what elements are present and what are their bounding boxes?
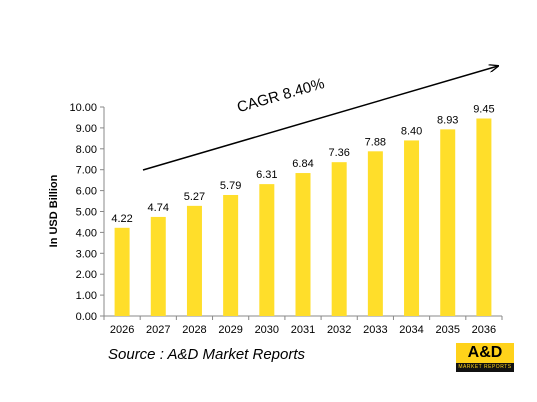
- data-label: 8.40: [401, 125, 422, 137]
- bar: [223, 194, 239, 316]
- x-tick-label: 2033: [363, 324, 387, 336]
- y-tick-label: 3.00: [76, 248, 97, 260]
- x-tick-label: 2031: [291, 324, 315, 336]
- data-label: 6.84: [292, 158, 313, 170]
- chart-axes: 0.00 1.00 2.00 3.00 4.00 5.00 6.00 7.00 8.00 9.00…: [69, 102, 503, 336]
- bar: [440, 129, 456, 316]
- y-axis-label: In USD Billion: [48, 174, 60, 247]
- cagr-arrow: [142, 66, 498, 171]
- bar: [367, 151, 383, 316]
- x-tick-label: 2034: [399, 324, 423, 336]
- bar: [114, 227, 130, 316]
- y-tick-label: 8.00: [76, 144, 97, 156]
- data-label: 5.79: [220, 180, 241, 192]
- data-label: 7.88: [365, 136, 386, 148]
- data-label: 4.74: [148, 202, 169, 214]
- cagr-annotation: CAGR 8.40%: [235, 75, 326, 116]
- company-logo: A&D MARKET REPORTS: [456, 343, 514, 373]
- data-label: 8.93: [437, 114, 458, 126]
- x-tick-label: 2026: [110, 324, 134, 336]
- bar: [186, 205, 202, 316]
- y-tick-label: 1.00: [76, 290, 97, 302]
- logo-main-text: A&D: [456, 343, 514, 363]
- data-label: 9.45: [473, 103, 494, 115]
- x-tick-label: 2029: [218, 324, 242, 336]
- data-label: 6.31: [256, 169, 277, 181]
- x-tick-label: 2036: [472, 324, 496, 336]
- y-tick-label: 10.00: [69, 102, 97, 114]
- y-tick-label: 4.00: [76, 227, 97, 239]
- y-tick-label: 9.00: [76, 123, 97, 135]
- x-tick-label: 2027: [146, 324, 170, 336]
- logo-sub-text: MARKET REPORTS: [456, 363, 514, 372]
- chart-data-labels: 4.22 4.74 5.27 5.79 6.31 6.84 7.36 7.88 8.40 8.93…: [111, 103, 494, 224]
- bar: [150, 216, 166, 316]
- data-label: 7.36: [328, 147, 349, 159]
- x-tick-label: 2035: [435, 324, 459, 336]
- data-label: 4.22: [111, 213, 132, 225]
- y-tick-label: 6.00: [76, 186, 97, 198]
- bar: [295, 173, 311, 316]
- source-caption: Source : A&D Market Reports: [108, 346, 306, 363]
- y-tick-label: 0.00: [76, 311, 97, 323]
- bar: [404, 140, 420, 316]
- bar: [259, 184, 275, 316]
- bar: [476, 118, 492, 317]
- x-tick-label: 2030: [255, 324, 279, 336]
- y-tick-label: 2.00: [76, 269, 97, 281]
- y-tick-label: 5.00: [76, 207, 97, 219]
- bar: [331, 162, 347, 316]
- y-tick-label: 7.00: [76, 165, 97, 177]
- x-tick-label: 2032: [327, 324, 351, 336]
- data-label: 5.27: [184, 191, 205, 203]
- x-tick-label: 2028: [182, 324, 206, 336]
- chart-bars: [114, 118, 492, 317]
